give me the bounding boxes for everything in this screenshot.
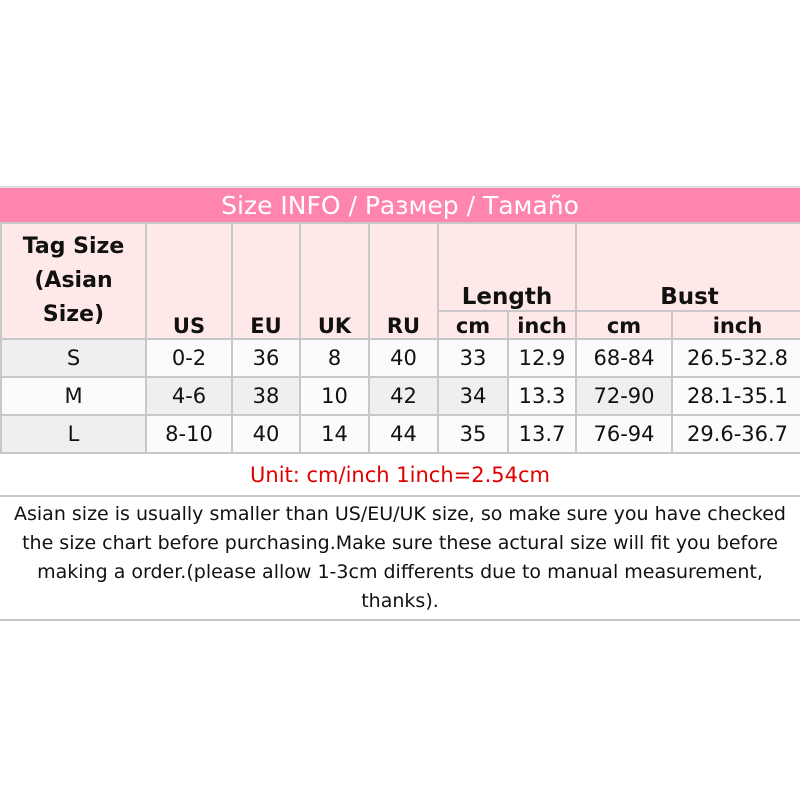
cell-uk: 8 xyxy=(299,338,370,378)
table-row: L 8-10 40 14 44 35 13.7 76-94 29.6-36.7 xyxy=(0,414,800,454)
sizing-disclaimer: Asian size is usually smaller than US/EU… xyxy=(0,500,800,621)
cell-us: 8-10 xyxy=(145,414,233,454)
cell-bust-cm: 68-84 xyxy=(575,338,673,378)
cell-length-cm: 33 xyxy=(437,338,509,378)
header-bust-inch: inch xyxy=(671,310,800,340)
cell-bust-cm: 72-90 xyxy=(575,376,673,416)
cell-eu: 40 xyxy=(231,414,301,454)
unit-note: Unit: cm/inch 1inch=2.54cm xyxy=(0,452,800,497)
cell-tag: L xyxy=(0,414,147,454)
header-length-inch: inch xyxy=(507,310,577,340)
header-ru: RU xyxy=(368,222,439,340)
cell-bust-inch: 29.6-36.7 xyxy=(671,414,800,454)
cell-uk: 14 xyxy=(299,414,370,454)
header-length: Length xyxy=(437,222,577,312)
cell-ru: 42 xyxy=(368,376,439,416)
cell-length-inch: 13.3 xyxy=(507,376,577,416)
cell-bust-inch: 26.5-32.8 xyxy=(671,338,800,378)
header-bust: Bust xyxy=(575,222,800,312)
cell-length-cm: 34 xyxy=(437,376,509,416)
cell-length-cm: 35 xyxy=(437,414,509,454)
cell-eu: 38 xyxy=(231,376,301,416)
cell-tag: S xyxy=(0,338,147,378)
header-eu: EU xyxy=(231,222,301,340)
cell-uk: 10 xyxy=(299,376,370,416)
cell-length-inch: 13.7 xyxy=(507,414,577,454)
cell-bust-cm: 76-94 xyxy=(575,414,673,454)
cell-tag: M xyxy=(0,376,147,416)
header-tag-size: Tag Size (Asian Size) xyxy=(0,222,147,340)
cell-us: 4-6 xyxy=(145,376,233,416)
cell-us: 0-2 xyxy=(145,338,233,378)
header-us: US xyxy=(145,222,233,340)
table-row: M 4-6 38 10 42 34 13.3 72-90 28.1-35.1 xyxy=(0,376,800,416)
chart-title: Size INFO / Размер / Тамаño xyxy=(0,186,800,224)
size-table: Tag Size (Asian Size) US EU UK RU Length… xyxy=(0,222,800,454)
table-row: S 0-2 36 8 40 33 12.9 68-84 26.5-32.8 xyxy=(0,338,800,378)
cell-bust-inch: 28.1-35.1 xyxy=(671,376,800,416)
header-length-cm: cm xyxy=(437,310,509,340)
cell-length-inch: 12.9 xyxy=(507,338,577,378)
header-bust-cm: cm xyxy=(575,310,673,340)
cell-ru: 40 xyxy=(368,338,439,378)
cell-eu: 36 xyxy=(231,338,301,378)
header-uk: UK xyxy=(299,222,370,340)
cell-ru: 44 xyxy=(368,414,439,454)
